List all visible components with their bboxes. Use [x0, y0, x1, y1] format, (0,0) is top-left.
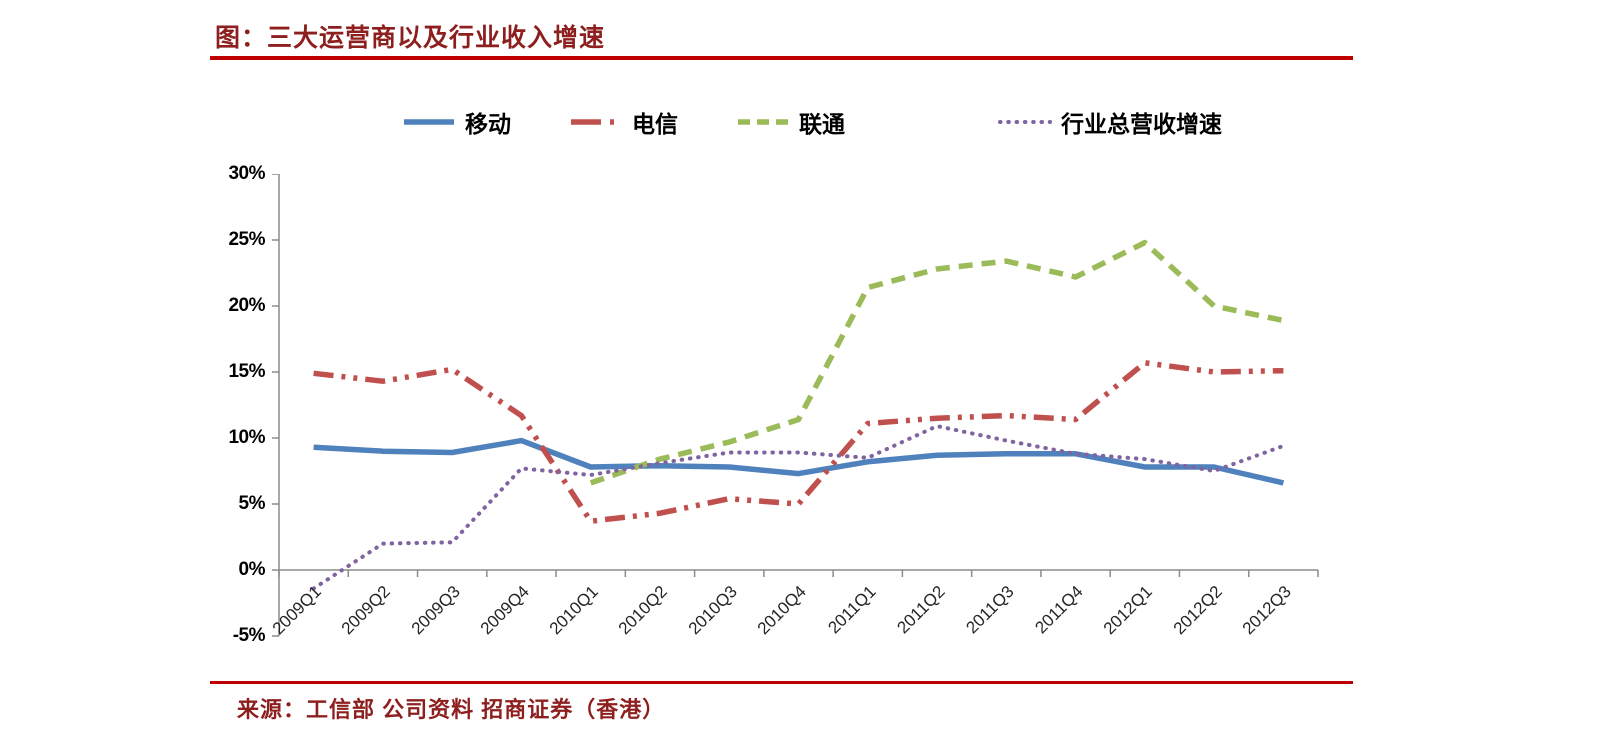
legend-label: 联通	[799, 111, 845, 137]
legend-swatch-solid	[404, 119, 454, 125]
series-line-行业总营收增速	[311, 424, 1286, 591]
legend-swatch-dotted	[998, 120, 1052, 124]
legend-label: 行业总营收增速	[1061, 111, 1222, 137]
y-tick-label: 30%	[228, 163, 265, 184]
legend-label: 电信	[632, 111, 678, 137]
y-tick-label: 15%	[228, 361, 265, 382]
source-note: 来源：工信部 公司资料 招商证券（香港）	[237, 697, 666, 722]
y-tick-label: 25%	[228, 229, 265, 250]
chart-legend: 移动 电信 联通 行业总营收增速	[402, 104, 1222, 140]
bottom-divider-line	[210, 681, 1353, 684]
y-tick-label: 0%	[238, 559, 266, 580]
legend-label: 移动	[465, 111, 511, 137]
legend-swatch-dash-dot-dot	[571, 119, 621, 125]
chart-title: 图：三大运营商以及行业收入增速	[215, 24, 606, 52]
top-divider-line	[210, 56, 1353, 60]
legend-swatch-dashed	[738, 119, 788, 125]
series-line-电信	[313, 360, 1284, 524]
y-tick-label: -5%	[232, 625, 266, 646]
series-line-联通	[589, 239, 1284, 486]
line-chart-plot	[272, 174, 1319, 637]
y-tick-label: 5%	[238, 493, 266, 514]
series-line-移动	[313, 437, 1285, 486]
legend-item-行业总营收增速: 行业总营收增速	[998, 105, 1222, 139]
legend-item-电信: 电信	[569, 105, 678, 139]
legend-item-移动: 移动	[402, 105, 511, 139]
y-tick-label: 20%	[228, 295, 265, 316]
legend-item-联通: 联通	[736, 105, 845, 139]
y-tick-label: 10%	[228, 427, 265, 448]
